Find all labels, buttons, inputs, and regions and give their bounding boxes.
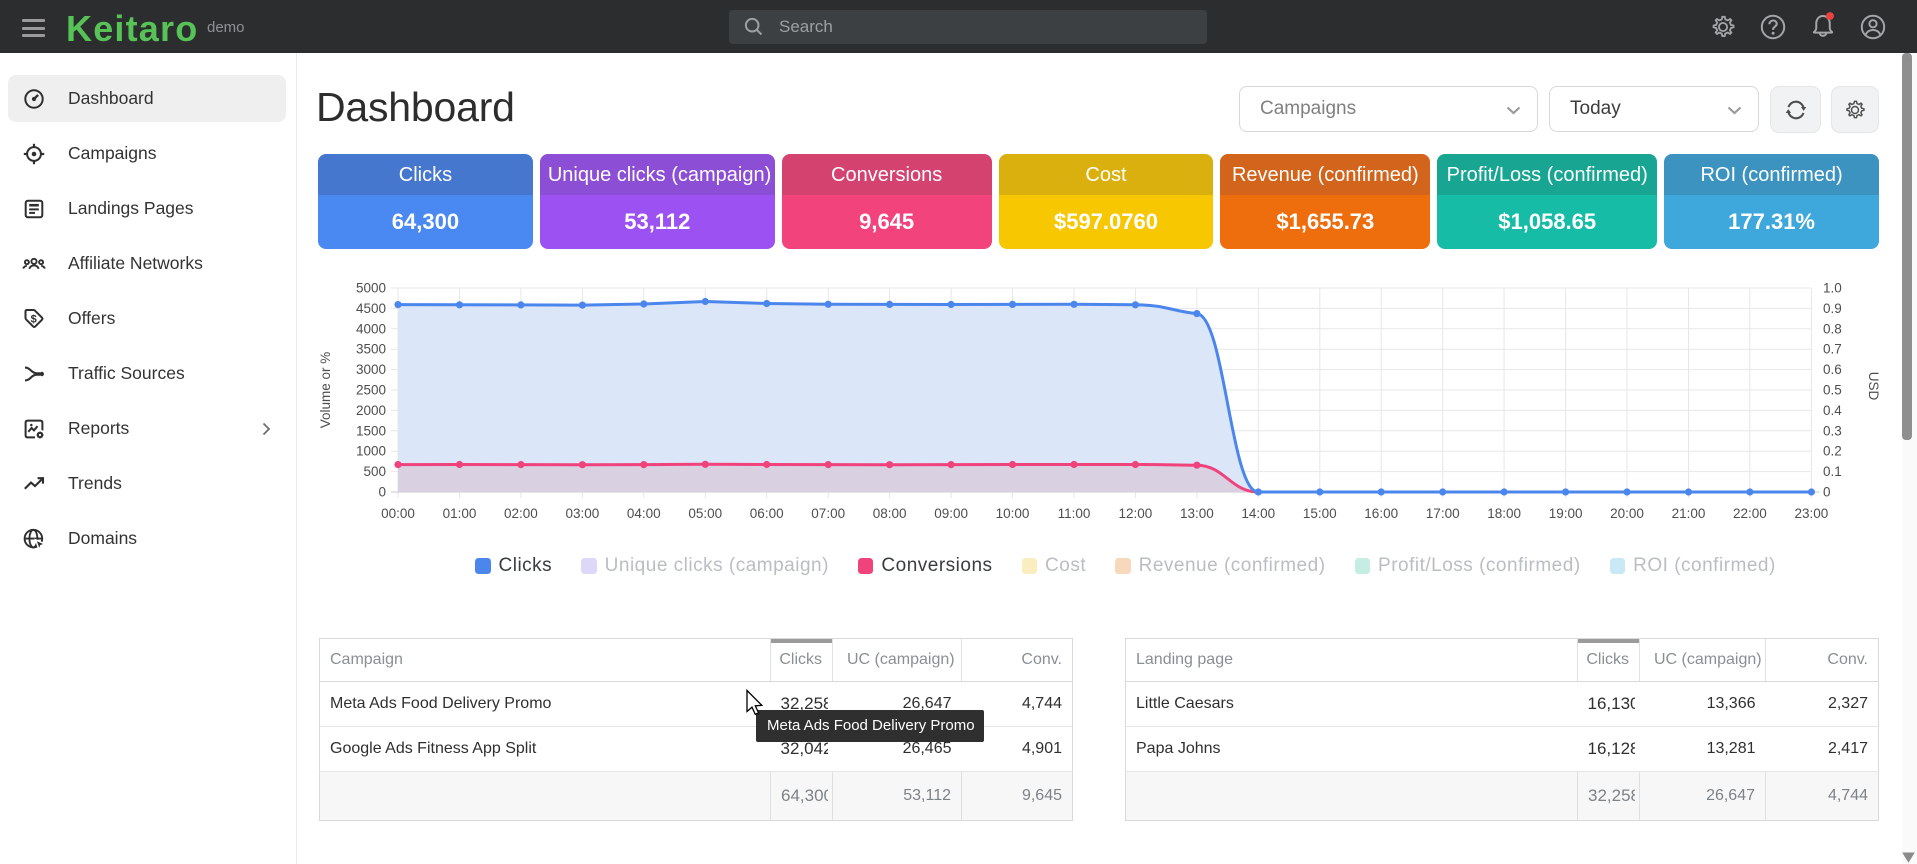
svg-text:0.8: 0.8 (1823, 321, 1842, 336)
svg-text:0.9: 0.9 (1823, 301, 1842, 316)
svg-text:0.4: 0.4 (1823, 403, 1842, 418)
svg-text:1.0: 1.0 (1823, 281, 1842, 296)
svg-text:22:00: 22:00 (1733, 506, 1767, 521)
svg-text:00:00: 00:00 (381, 506, 415, 521)
svg-text:1500: 1500 (356, 423, 386, 438)
svg-text:2500: 2500 (356, 383, 386, 398)
svg-text:500: 500 (363, 464, 386, 479)
svg-text:03:00: 03:00 (566, 506, 600, 521)
svg-text:20:00: 20:00 (1610, 506, 1644, 521)
svg-text:0.7: 0.7 (1823, 342, 1842, 357)
svg-text:05:00: 05:00 (688, 506, 722, 521)
svg-text:3000: 3000 (356, 362, 386, 377)
svg-text:09:00: 09:00 (934, 506, 968, 521)
svg-text:17:00: 17:00 (1426, 506, 1460, 521)
svg-text:0: 0 (378, 485, 386, 500)
svg-text:06:00: 06:00 (750, 506, 784, 521)
svg-text:13:00: 13:00 (1180, 506, 1214, 521)
svg-text:$: $ (31, 313, 37, 325)
svg-text:0.6: 0.6 (1823, 362, 1842, 377)
svg-text:18:00: 18:00 (1487, 506, 1521, 521)
svg-text:14:00: 14:00 (1241, 506, 1275, 521)
svg-text:USD: USD (1866, 372, 1879, 401)
svg-text:0.5: 0.5 (1823, 383, 1842, 398)
svg-text:16:00: 16:00 (1364, 506, 1398, 521)
svg-text:23:00: 23:00 (1795, 506, 1829, 521)
svg-text:08:00: 08:00 (873, 506, 907, 521)
svg-text:5000: 5000 (356, 281, 386, 296)
svg-text:Volume or %: Volume or % (318, 352, 333, 429)
svg-text:04:00: 04:00 (627, 506, 661, 521)
svg-text:1000: 1000 (356, 444, 386, 459)
svg-text:19:00: 19:00 (1549, 506, 1583, 521)
svg-text:4500: 4500 (356, 301, 386, 316)
svg-text:10:00: 10:00 (996, 506, 1030, 521)
svg-text:0.3: 0.3 (1823, 423, 1842, 438)
svg-text:2000: 2000 (356, 403, 386, 418)
svg-text:0.1: 0.1 (1823, 464, 1842, 479)
svg-text:15:00: 15:00 (1303, 506, 1337, 521)
svg-text:01:00: 01:00 (443, 506, 477, 521)
svg-text:21:00: 21:00 (1672, 506, 1706, 521)
svg-text:3500: 3500 (356, 342, 386, 357)
svg-text:11:00: 11:00 (1058, 506, 1091, 521)
svg-text:4000: 4000 (356, 321, 386, 336)
svg-text:12:00: 12:00 (1119, 506, 1153, 521)
svg-text:0: 0 (1823, 485, 1831, 500)
svg-text:02:00: 02:00 (504, 506, 538, 521)
svg-text:0.2: 0.2 (1823, 444, 1842, 459)
svg-text:07:00: 07:00 (811, 506, 845, 521)
